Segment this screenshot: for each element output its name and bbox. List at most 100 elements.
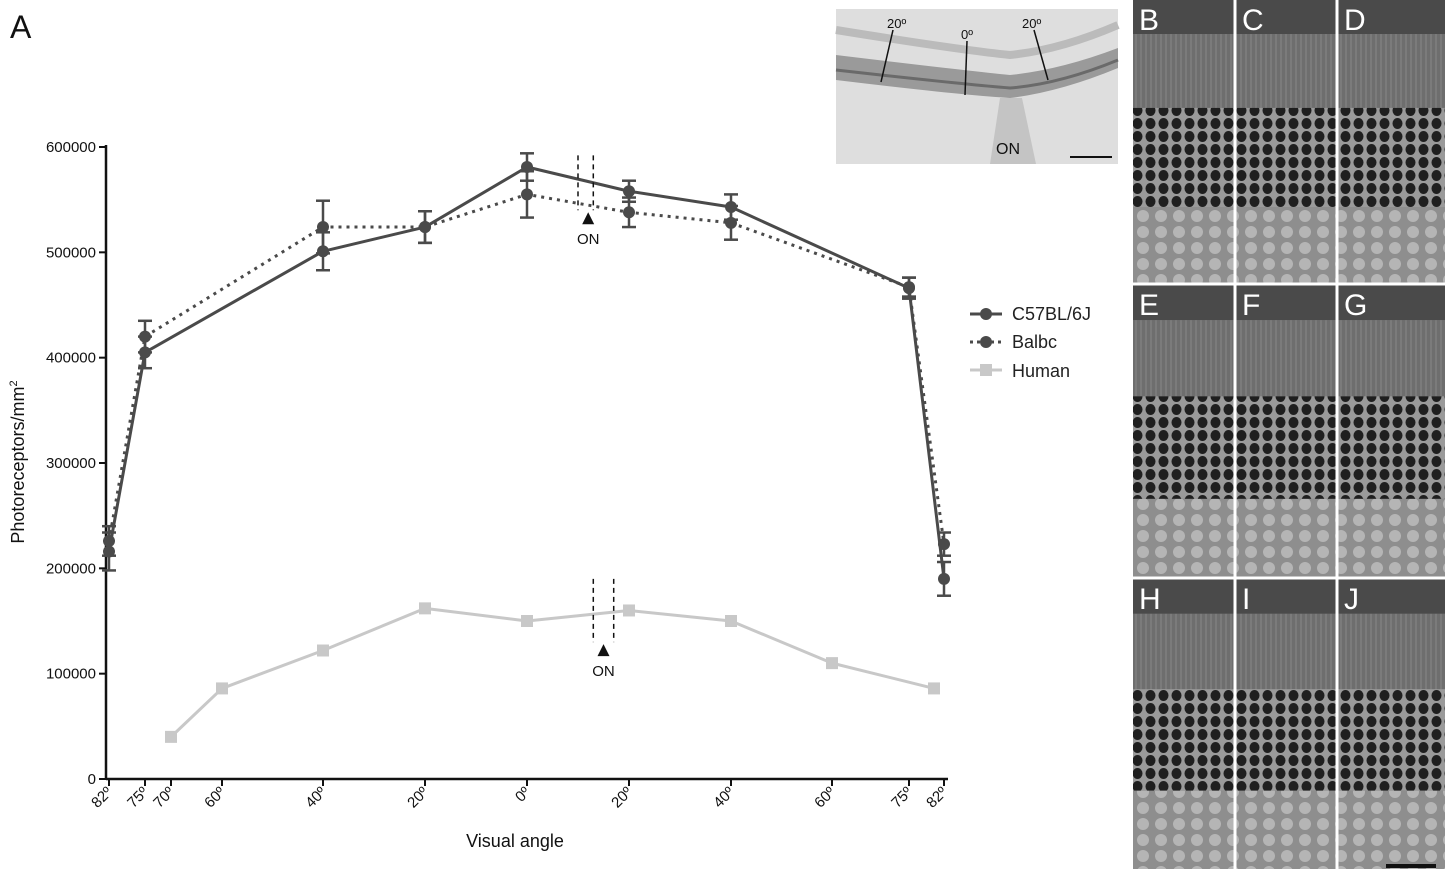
micrograph-tile-f: F [1236,285,1337,578]
series-c57bl-6j [102,152,951,597]
legend-item-human: Human [970,361,1070,381]
tile-outer-segment-layer [1338,320,1445,397]
micrograph-grid: B C D E F G H I J [1133,0,1445,869]
series-line [107,165,946,580]
y-tick-label: 600000 [46,139,96,156]
on-label: ON [577,231,600,248]
inset-outer-layer [835,21,1120,60]
micrograph-tile-c: C [1236,0,1337,284]
tile-inner-layer [1338,498,1445,578]
series-balbc [102,169,951,557]
inset-label-center: 0º [961,27,973,42]
tile-inner-layer [1236,498,1337,578]
micrograph-letter: D [1344,4,1366,37]
data-point [165,730,177,743]
inset-optic-nerve [990,98,1036,164]
series-line [169,606,935,738]
micrograph-tile-j: J [1338,579,1445,869]
micrograph-letter: F [1242,289,1260,322]
inset-pointer-left [880,29,894,83]
tile-rpe-layer [1338,0,1445,35]
micrograph-cells: B C D E F G H I J [1133,0,1445,869]
data-point [521,188,533,201]
panel-label: A [10,9,32,45]
tile-nuclear-layer [1133,689,1235,791]
data-point [623,604,635,617]
tile-rpe-layer [1338,285,1445,321]
y-axis-title-superscript: 2 [8,380,20,386]
x-axis-title: Visual angle [466,831,564,851]
on-label: ON [592,663,615,680]
data-point [623,185,635,198]
data-point [826,657,838,670]
x-tick-label: 20º [404,783,432,811]
x-tick-label: 40º [710,783,738,811]
tile-outer-segment-layer [1236,613,1337,690]
x-tick-label: 60º [201,783,229,811]
tile-outer-segment-layer [1133,320,1235,397]
tile-outer-segment-layer [1236,320,1337,397]
y-tick-label: 100000 [46,666,96,683]
data-point [419,602,431,615]
data-point [725,201,737,214]
tile-rpe-layer [1133,579,1235,614]
tile-inner-layer [1236,207,1337,284]
x-tick-label: 82º [923,783,951,811]
inset-label-left: 20º [887,16,906,31]
legend-marker-c57 [980,308,992,320]
micrograph-letter: J [1344,583,1359,616]
tile-nuclear-layer [1236,689,1337,791]
inset-pointer-right [1033,29,1049,81]
micrograph-letter: H [1139,583,1161,616]
data-point [317,245,329,258]
micrograph-tile-e: E [1133,285,1235,578]
data-point [623,206,635,219]
tile-rpe-layer [1236,579,1337,614]
y-tick-label: 0 [88,771,96,788]
tile-inner-layer [1133,498,1235,578]
inset-retina-band [836,48,1118,98]
tile-rpe-layer [1236,285,1337,321]
tile-outer-segment-layer [1236,34,1337,108]
data-point [139,346,151,359]
legend-item-balbc: Balbc [970,332,1057,352]
micrograph-letter: G [1344,289,1367,322]
legend-label-c57: C57BL/6J [1012,304,1091,324]
inset-retina-layer [835,58,1119,90]
y-tick-label: 300000 [46,455,96,472]
tile-rpe-layer [1133,0,1235,35]
tile-inner-layer [1236,790,1337,869]
legend-label-human: Human [1012,361,1070,381]
tile-rpe-layer [1338,579,1445,614]
data-point [521,161,533,174]
legend-item-c57: C57BL/6J [970,304,1091,324]
micrograph-letter: E [1139,289,1159,322]
tile-nuclear-layer [1236,396,1337,499]
tile-nuclear-layer [1236,107,1337,208]
inset-pointer-center [964,40,968,96]
data-point [419,221,431,234]
y-tick-label: 400000 [46,350,96,367]
micrograph-tile-b: B [1133,0,1235,284]
micrograph-letter: B [1139,4,1159,37]
on-arrow [597,644,610,657]
inset-label-right: 20º [1022,16,1041,31]
on-marker-mouse: ON [577,155,600,248]
tile-nuclear-layer [1133,107,1235,208]
data-point [938,572,950,585]
data-point [521,615,533,627]
tile-rpe-layer [1133,285,1235,321]
x-tick-label: 75º [124,783,152,811]
micrograph-tile-d: D [1338,0,1445,284]
micrograph-letter: C [1242,4,1264,37]
tile-inner-layer [1338,790,1445,869]
micrograph-tile-h: H [1133,579,1235,869]
x-tick-label: 60º [811,783,839,811]
tile-outer-segment-layer [1338,613,1445,690]
micrograph-letter: I [1242,583,1250,616]
data-point [317,644,329,657]
tile-inner-layer [1133,207,1235,284]
x-tick-label: 0º [512,783,534,805]
x-tick-label: 40º [302,783,330,811]
